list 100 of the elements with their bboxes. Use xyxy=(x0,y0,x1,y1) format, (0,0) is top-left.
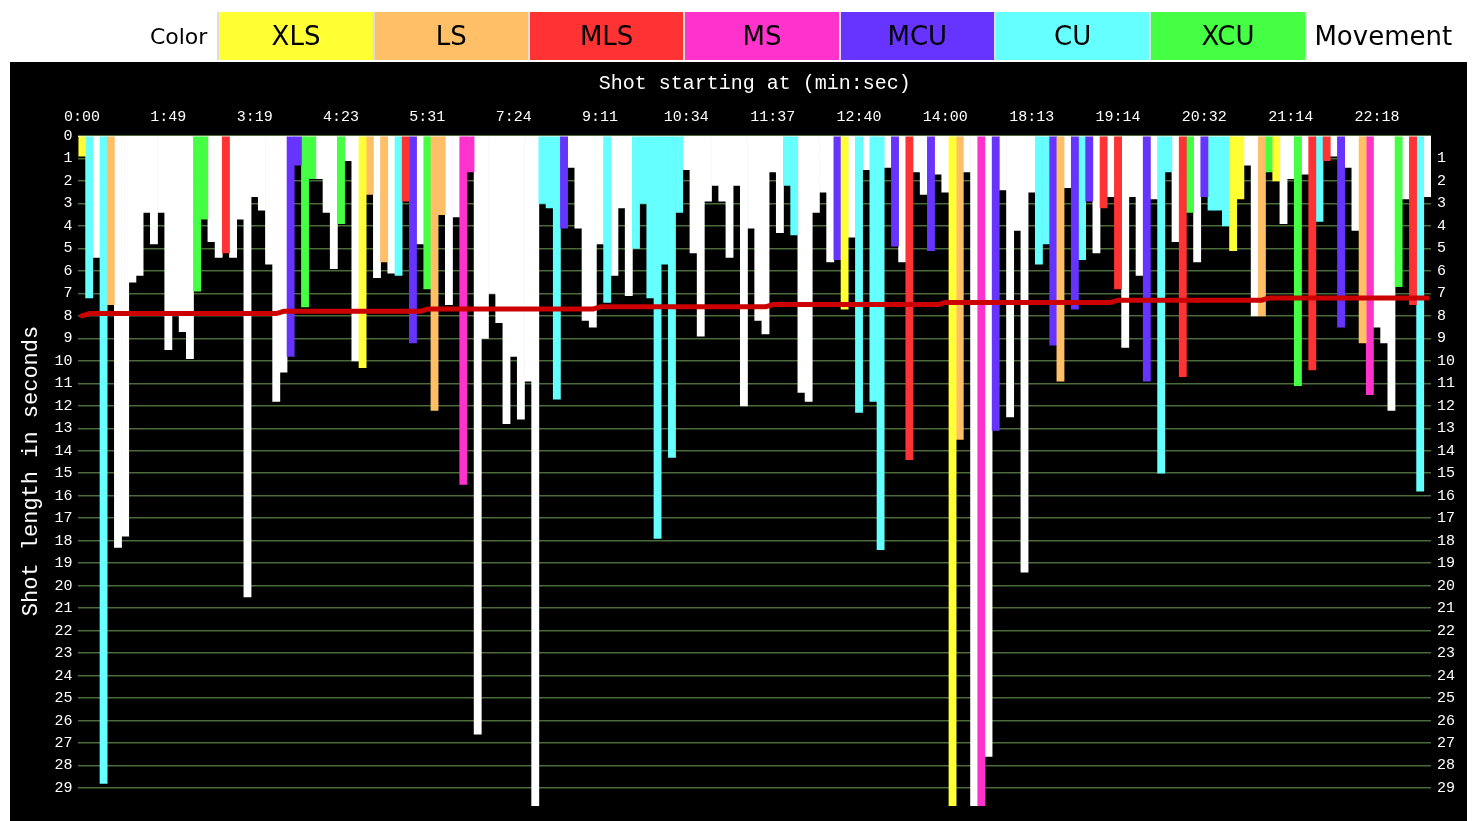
bar xyxy=(603,136,612,303)
x-tick-label: 18:13 xyxy=(1009,108,1055,126)
bar xyxy=(358,136,367,368)
x-tick-label: 20:32 xyxy=(1181,108,1227,126)
y2-tick-label: 27 xyxy=(1437,735,1456,753)
y-tick-label: 20 xyxy=(54,577,73,595)
bar xyxy=(927,136,935,251)
bar xyxy=(1049,136,1058,346)
y-tick-label: 1 xyxy=(63,150,73,168)
text: LS xyxy=(374,12,528,60)
bar xyxy=(1416,136,1425,492)
x-tick-label: 9:11 xyxy=(582,108,619,126)
legend-title: Color xyxy=(8,12,218,60)
y2-tick-label: 24 xyxy=(1437,667,1456,685)
y2-tick-label: 17 xyxy=(1437,510,1456,528)
bar xyxy=(1293,136,1302,386)
y2-tick-label: 1 xyxy=(1437,150,1447,168)
y-tick-label: 6 xyxy=(63,262,73,280)
y-tick-label: 17 xyxy=(54,510,73,528)
bar xyxy=(1315,136,1324,222)
y-axis-title: Shot length in seconds xyxy=(19,325,45,617)
bar xyxy=(1365,136,1374,395)
y-tick-label: 22 xyxy=(54,622,73,640)
y2-tick-label: 12 xyxy=(1437,397,1456,415)
bar xyxy=(394,136,403,276)
y2-tick-label: 10 xyxy=(1437,352,1456,370)
x-tick-label: 10:34 xyxy=(663,108,709,126)
y-tick-label: 4 xyxy=(63,217,73,235)
y2-tick-label: 8 xyxy=(1437,307,1447,325)
y-tick-label: 15 xyxy=(54,465,73,483)
bar xyxy=(977,136,986,806)
bar xyxy=(1272,136,1281,182)
y-tick-label: 10 xyxy=(54,352,73,370)
x-tick-label: 1:49 xyxy=(150,108,187,126)
bar xyxy=(380,136,389,263)
x-tick-label: 12:40 xyxy=(836,108,882,126)
y2-tick-label: 22 xyxy=(1437,622,1456,640)
y2-tick-label: 19 xyxy=(1437,555,1456,573)
bar xyxy=(1178,136,1187,377)
bar xyxy=(85,136,94,299)
bar xyxy=(1070,136,1079,310)
bar xyxy=(1114,136,1122,290)
y2-tick-label: 2 xyxy=(1437,172,1447,190)
x-tick-label: 19:14 xyxy=(1095,108,1141,126)
y2-tick-label: 9 xyxy=(1437,330,1447,348)
y2-tick-label: 11 xyxy=(1437,375,1456,393)
x-tick-label: 21:14 xyxy=(1268,108,1314,126)
y2-tick-label: 13 xyxy=(1437,420,1456,438)
bar xyxy=(221,136,230,254)
x-tick-label: 5:31 xyxy=(409,108,446,126)
y2-tick-label: 7 xyxy=(1437,285,1447,303)
bar xyxy=(1171,136,1180,242)
bar xyxy=(891,136,899,247)
y-tick-label: 3 xyxy=(63,195,73,213)
y-tick-label: 21 xyxy=(54,600,73,618)
y-tick-label: 24 xyxy=(54,667,73,685)
bar xyxy=(401,136,410,202)
x-tick-label: 11:37 xyxy=(750,108,796,126)
y2-tick-label: 3 xyxy=(1437,195,1447,213)
x-tick-label: 7:24 xyxy=(495,108,532,126)
y2-tick-label: 25 xyxy=(1437,690,1456,708)
text: MCU xyxy=(840,12,994,60)
x-tick-label: 0:00 xyxy=(63,108,101,126)
text: MLS xyxy=(529,12,684,60)
y-tick-label: 28 xyxy=(54,757,73,775)
y-tick-label: 11 xyxy=(54,375,73,393)
x-tick-label: 14:00 xyxy=(922,108,968,126)
bar xyxy=(855,136,863,413)
bar xyxy=(1358,136,1367,344)
bar xyxy=(1085,136,1094,202)
text: XLS xyxy=(219,12,373,60)
y-tick-label: 29 xyxy=(54,779,73,797)
y2-tick-label: 15 xyxy=(1437,465,1456,483)
bar xyxy=(365,136,374,195)
y-tick-label: 18 xyxy=(54,532,73,550)
bar xyxy=(1142,136,1151,382)
bar xyxy=(92,136,101,258)
y-tick-label: 5 xyxy=(63,240,73,258)
y2-tick-label: 14 xyxy=(1437,442,1456,460)
y2-tick-label: 6 xyxy=(1437,262,1447,280)
y2-tick-label: 23 xyxy=(1437,645,1456,663)
bar xyxy=(1200,136,1209,198)
y-tick-label: 26 xyxy=(54,712,73,730)
bar xyxy=(955,136,964,440)
y-tick-label: 0 xyxy=(63,127,73,145)
bar xyxy=(106,136,115,305)
y2-tick-label: 26 xyxy=(1437,712,1456,730)
bar xyxy=(337,136,345,225)
bar xyxy=(1063,136,1072,189)
x-tick-label: 22:18 xyxy=(1354,108,1400,126)
y-tick-label: 23 xyxy=(54,645,73,663)
y-tick-label: 8 xyxy=(63,307,73,325)
bar xyxy=(387,136,396,274)
y2-tick-label: 28 xyxy=(1437,757,1456,775)
y-tick-label: 9 xyxy=(63,330,73,348)
y-tick-label: 13 xyxy=(54,420,73,438)
y-tick-label: 12 xyxy=(54,397,73,415)
y-tick-label: 16 xyxy=(54,487,73,505)
y2-tick-label: 5 xyxy=(1437,240,1447,258)
y-tick-label: 7 xyxy=(63,285,73,303)
